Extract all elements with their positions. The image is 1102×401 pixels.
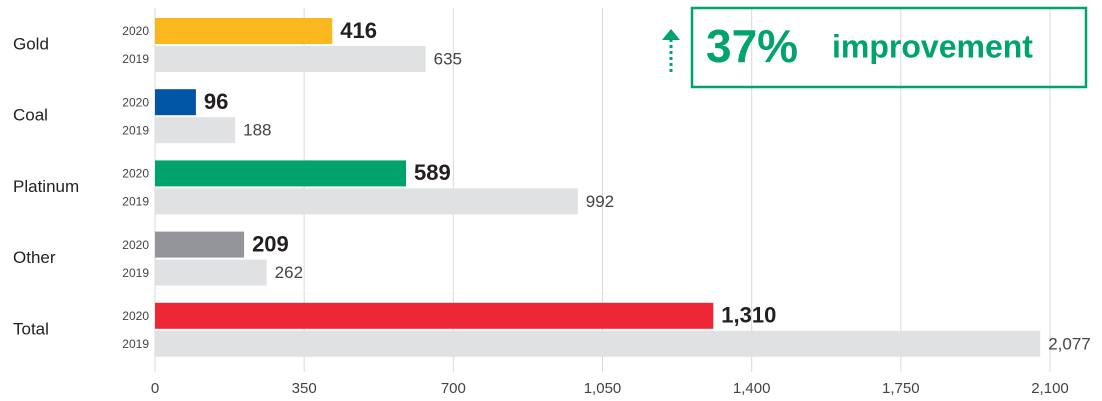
value-label: 2,077 bbox=[1048, 334, 1091, 353]
bar bbox=[155, 302, 714, 329]
category-label: Gold bbox=[13, 34, 49, 53]
bar bbox=[155, 18, 333, 44]
value-label: 416 bbox=[340, 18, 377, 43]
bar bbox=[155, 89, 196, 116]
bar bbox=[155, 259, 267, 286]
annotation: 37% improvement bbox=[662, 6, 1088, 89]
x-tick-label: 350 bbox=[292, 380, 317, 397]
bar bbox=[155, 46, 426, 72]
x-tick-label: 0 bbox=[151, 380, 159, 397]
value-label: 209 bbox=[252, 231, 289, 256]
value-label: 96 bbox=[204, 89, 228, 114]
x-tick-label: 1,750 bbox=[882, 380, 920, 397]
value-label: 589 bbox=[414, 160, 451, 185]
series-label: 2020 bbox=[122, 95, 149, 109]
annotation-value: 37% bbox=[706, 20, 798, 72]
category-label: Other bbox=[13, 248, 56, 267]
bar bbox=[155, 160, 407, 187]
bar bbox=[155, 330, 1041, 357]
annotation-box bbox=[690, 6, 1088, 89]
bar bbox=[155, 117, 236, 144]
value-label: 188 bbox=[243, 121, 271, 140]
series-label: 2019 bbox=[122, 123, 149, 137]
x-tick-label: 1,050 bbox=[584, 380, 622, 397]
category-label: Coal bbox=[13, 106, 48, 125]
bar bbox=[155, 188, 578, 215]
category-label: Total bbox=[13, 319, 49, 338]
bar bbox=[155, 231, 245, 258]
arrow-head bbox=[662, 29, 680, 40]
series-label: 2020 bbox=[122, 24, 149, 38]
x-tick-label: 1,400 bbox=[733, 380, 771, 397]
series-label: 2019 bbox=[122, 266, 149, 280]
series-label: 2019 bbox=[122, 337, 149, 351]
value-label: 992 bbox=[586, 192, 614, 211]
series-label: 2020 bbox=[122, 167, 149, 181]
value-label: 262 bbox=[275, 263, 303, 282]
series-label: 2020 bbox=[122, 238, 149, 252]
value-label: 635 bbox=[434, 49, 462, 68]
x-tick-label: 2,100 bbox=[1031, 380, 1069, 397]
annotation-text: improvement bbox=[832, 28, 1033, 64]
series-label: 2020 bbox=[122, 309, 149, 323]
value-label: 1,310 bbox=[721, 303, 776, 328]
series-label: 2019 bbox=[122, 195, 149, 209]
category-label: Platinum bbox=[13, 177, 79, 196]
x-tick-label: 700 bbox=[441, 380, 466, 397]
series-label: 2019 bbox=[122, 52, 149, 66]
